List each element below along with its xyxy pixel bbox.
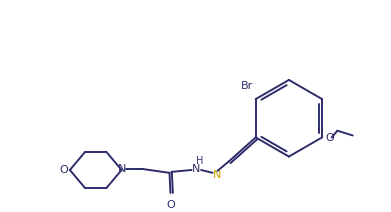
Text: N: N <box>117 164 126 174</box>
Text: O: O <box>166 200 175 210</box>
Text: Br: Br <box>240 81 253 91</box>
Text: O: O <box>60 165 68 175</box>
Text: H: H <box>196 156 203 166</box>
Text: O: O <box>325 133 334 143</box>
Text: N: N <box>213 170 222 180</box>
Text: N: N <box>192 164 201 174</box>
